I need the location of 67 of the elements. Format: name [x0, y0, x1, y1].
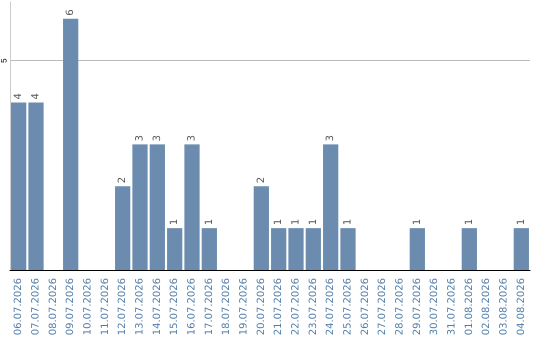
bar: [306, 228, 321, 270]
x-tick-label: 24.07.2026: [325, 278, 336, 336]
x-tick-label: 25.07.2026: [342, 278, 354, 336]
bar: [28, 102, 44, 270]
data-label: 2: [256, 176, 267, 184]
x-tick-label: 21.07.2026: [273, 278, 284, 336]
x-tick-label: 17.07.2026: [204, 278, 215, 336]
data-label: 1: [204, 218, 215, 226]
x-tick-label: 19.07.2026: [238, 278, 250, 336]
x-tick-label: 08.07.2026: [48, 278, 59, 336]
x-tick-label: 02.08.2026: [481, 278, 492, 336]
x-tick-label: 06.07.2026: [13, 278, 24, 336]
x-tick-label: 13.07.2026: [134, 278, 146, 336]
data-label: 1: [464, 218, 475, 226]
x-tick-label: 30.07.2026: [429, 278, 440, 336]
x-tick-label: 23.07.2026: [308, 278, 319, 336]
bar: [323, 144, 338, 270]
x-tick-label: 31.07.2026: [446, 278, 458, 336]
data-label: 3: [325, 135, 336, 142]
x-tick-label: 04.08.2026: [516, 278, 527, 336]
data-label: 1: [516, 218, 527, 226]
data-label: 2: [117, 176, 128, 184]
data-label: 3: [134, 135, 146, 142]
data-label: 3: [186, 135, 198, 142]
x-tick-label: 07.07.2026: [30, 278, 42, 336]
bar: [340, 228, 356, 270]
bar: [115, 186, 130, 270]
x-tick-label: 29.07.2026: [412, 278, 423, 336]
data-label: 3: [152, 135, 163, 142]
data-label: 6: [65, 9, 76, 16]
x-tick-label: 18.07.2026: [221, 278, 232, 336]
data-label: 4: [30, 93, 42, 100]
bar: [288, 228, 304, 270]
x-tick-label: 14.07.2026: [152, 278, 163, 336]
x-tick-label: 26.07.2026: [360, 278, 371, 336]
data-label: 4: [13, 93, 24, 100]
x-tick-label: 12.07.2026: [117, 278, 128, 336]
bar: [167, 228, 182, 270]
x-tick-label: 16.07.2026: [186, 278, 198, 336]
data-label: 1: [169, 218, 180, 226]
x-tick-label: 03.08.2026: [498, 278, 510, 336]
y-tick-label: 5: [0, 58, 8, 63]
bar: [150, 144, 165, 270]
x-tick-label: 22.07.2026: [290, 278, 302, 336]
x-tick-label: 10.07.2026: [82, 278, 94, 336]
data-label: 1: [308, 218, 319, 226]
x-tick-label: 09.07.2026: [65, 278, 76, 336]
bar: [271, 228, 286, 270]
x-tick-label: 20.07.2026: [256, 278, 267, 336]
bar: [11, 102, 26, 270]
bar: [514, 228, 529, 270]
x-tick-label: 28.07.2026: [394, 278, 406, 336]
bar: [254, 186, 269, 270]
bar: [202, 228, 217, 270]
x-tick-label: 11.07.2026: [100, 278, 111, 336]
data-label: 1: [342, 218, 354, 226]
bar: [462, 228, 477, 270]
bar: [63, 18, 78, 270]
x-tick-label: 01.08.2026: [464, 278, 475, 336]
data-label: 1: [273, 218, 284, 226]
data-label: 1: [290, 218, 302, 226]
x-tick-label: 15.07.2026: [169, 278, 180, 336]
x-tick-label: 27.07.2026: [377, 278, 388, 336]
data-label: 1: [412, 218, 423, 226]
bar: [184, 144, 200, 270]
bar: [410, 228, 425, 270]
bar: [132, 144, 148, 270]
